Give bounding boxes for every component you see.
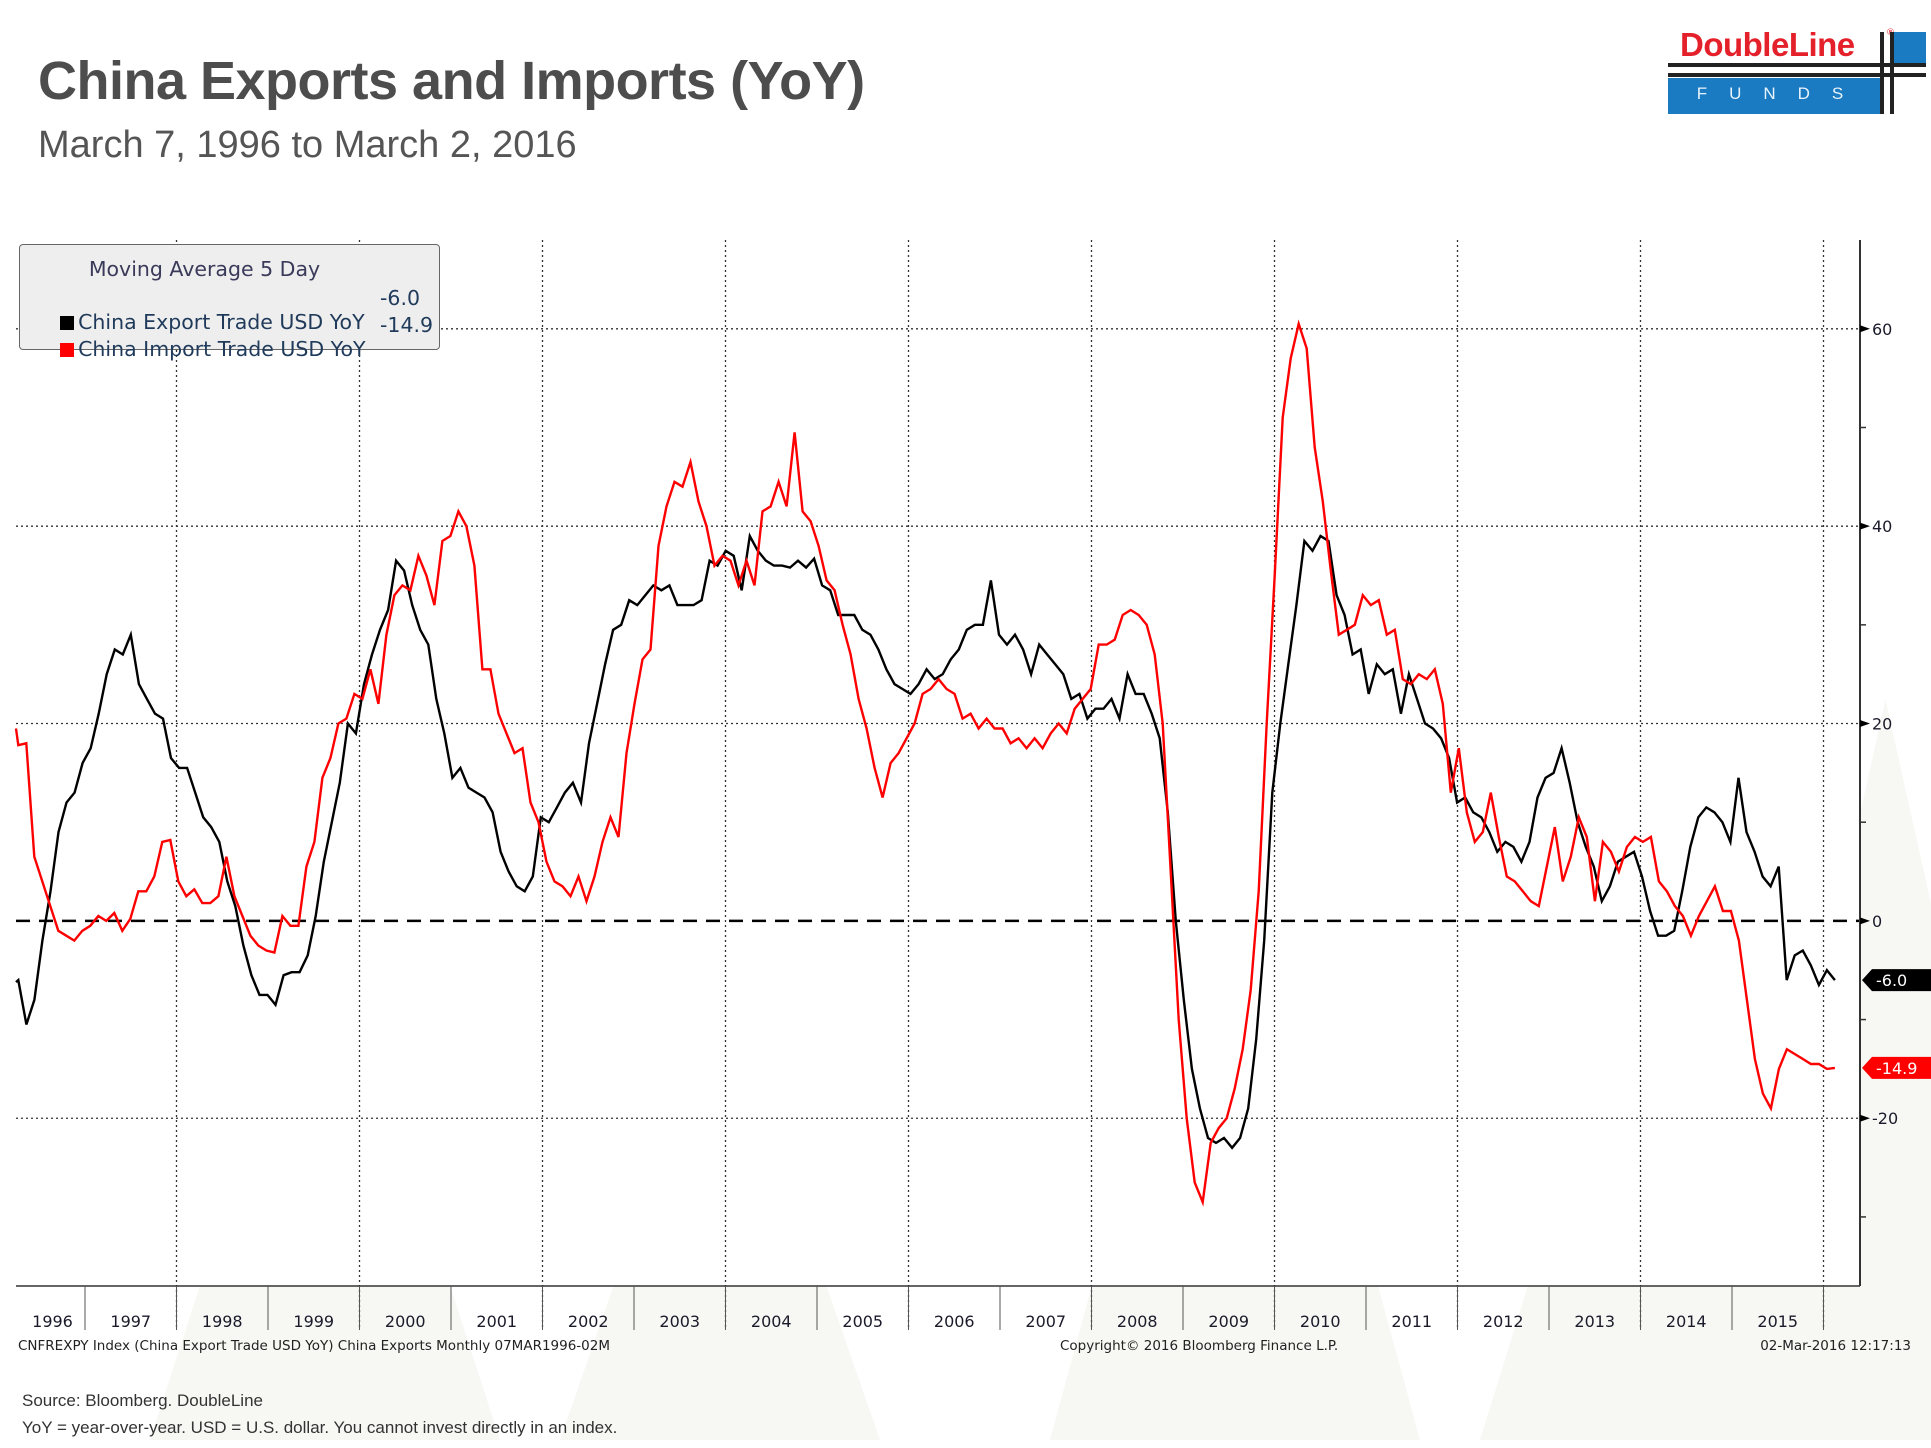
logo-line [1668, 63, 1926, 67]
y-tick-label: 60 [1872, 320, 1892, 339]
x-tick-label: 2007 [1025, 1312, 1066, 1331]
logo-wordmark: DoubleLine [1680, 26, 1855, 63]
x-tick-label: 1999 [293, 1312, 334, 1331]
y-tick-label: -20 [1872, 1109, 1898, 1128]
y-axis: 60 40 20 0 -20 [1859, 240, 1898, 1286]
x-tick-label: 2009 [1208, 1312, 1249, 1331]
last-value-tag-imports [1862, 1056, 1931, 1079]
page-title: China Exports and Imports (YoY) [38, 51, 865, 111]
legend-label: China Import Trade USD YoY [78, 337, 366, 361]
legend-swatch-red [60, 343, 75, 357]
x-tick-label: 2011 [1391, 1312, 1432, 1331]
logo-tagline: FUNDS [1696, 84, 1866, 103]
legend-item-exports: China Export Trade USD YoY [34, 286, 365, 358]
doubleline-logo: DoubleLine ® FUNDS [1668, 26, 1930, 118]
x-tick-label: 2004 [751, 1312, 792, 1331]
series-lines [14, 319, 1836, 1207]
ticker-info: CNFREXPY Index (China Export Trade USD Y… [18, 1338, 611, 1354]
legend-value: -6.0 [380, 286, 420, 310]
page-subtitle: March 7, 1996 to March 2, 2016 [38, 124, 577, 166]
y-tick-marker [1860, 720, 1870, 728]
legend-heading: Moving Average 5 Day [88, 257, 321, 281]
y-tick-marker [1860, 917, 1870, 925]
x-tick-label: 2000 [385, 1312, 426, 1331]
last-value-text: -14.9 [1876, 1059, 1917, 1078]
x-axis: 1996 1997 1998 1999 2000 2001 2002 2003 2004 2005… [16, 1285, 1860, 1331]
last-value-tag-exports [1862, 969, 1931, 992]
legend-swatch-black [60, 316, 75, 330]
x-tick-label: 2013 [1574, 1312, 1615, 1331]
y-tick-marker [1860, 522, 1870, 530]
source-note: Source: Bloomberg. DoubleLine [22, 1391, 263, 1410]
y-tick-label: 40 [1872, 517, 1892, 536]
legend-label: China Export Trade USD YoY [78, 310, 365, 334]
logo-line [1880, 32, 1884, 114]
x-tick-label: 2014 [1666, 1312, 1707, 1331]
x-tick-label: 2001 [476, 1312, 517, 1331]
logo-line [1668, 73, 1926, 77]
x-tick-label: 2002 [568, 1312, 609, 1331]
x-tick-label: 2003 [659, 1312, 700, 1331]
legend-value: -14.9 [380, 313, 434, 337]
plot-area [16, 240, 1860, 1286]
gridlines [16, 240, 1860, 1330]
chart-background [16, 240, 1931, 1440]
x-tick-label: 1996 [32, 1312, 73, 1331]
legend-item-imports: China Import Trade USD YoY [34, 313, 366, 385]
copyright-notice: Copyright© 2016 Bloomberg Finance L.P. [1060, 1338, 1339, 1354]
logo-blue-bar [1668, 78, 1880, 114]
x-tick-label: 2012 [1483, 1312, 1524, 1331]
series-line-exports [15, 532, 1836, 1150]
last-value-text: -6.0 [1876, 971, 1907, 990]
y-tick-marker [1860, 325, 1870, 333]
x-tick-label: 2010 [1300, 1312, 1341, 1331]
last-value-labels: -6.0 -14.9 [1862, 969, 1931, 1079]
y-tick-marker [1860, 1114, 1870, 1122]
x-tick-label: 2008 [1117, 1312, 1158, 1331]
logo-line [1890, 32, 1894, 114]
disclaimer-note: YoY = year-over-year. USD = U.S. dollar.… [22, 1418, 618, 1437]
x-tick-label: 1998 [202, 1312, 243, 1331]
x-tick-label: 1997 [110, 1312, 151, 1331]
x-tick-label: 2015 [1757, 1312, 1798, 1331]
x-tick-label: 2006 [934, 1312, 975, 1331]
y-tick-label: 20 [1872, 715, 1892, 734]
y-tick-label: 0 [1872, 912, 1882, 931]
x-tick-label: 2005 [842, 1312, 883, 1331]
series-line-imports [14, 319, 1836, 1207]
logo-blue-square [1890, 32, 1926, 64]
chart-legend: Moving Average 5 Day China Export Trade … [19, 244, 440, 361]
timestamp: 02-Mar-2016 12:17:13 [1760, 1338, 1911, 1354]
